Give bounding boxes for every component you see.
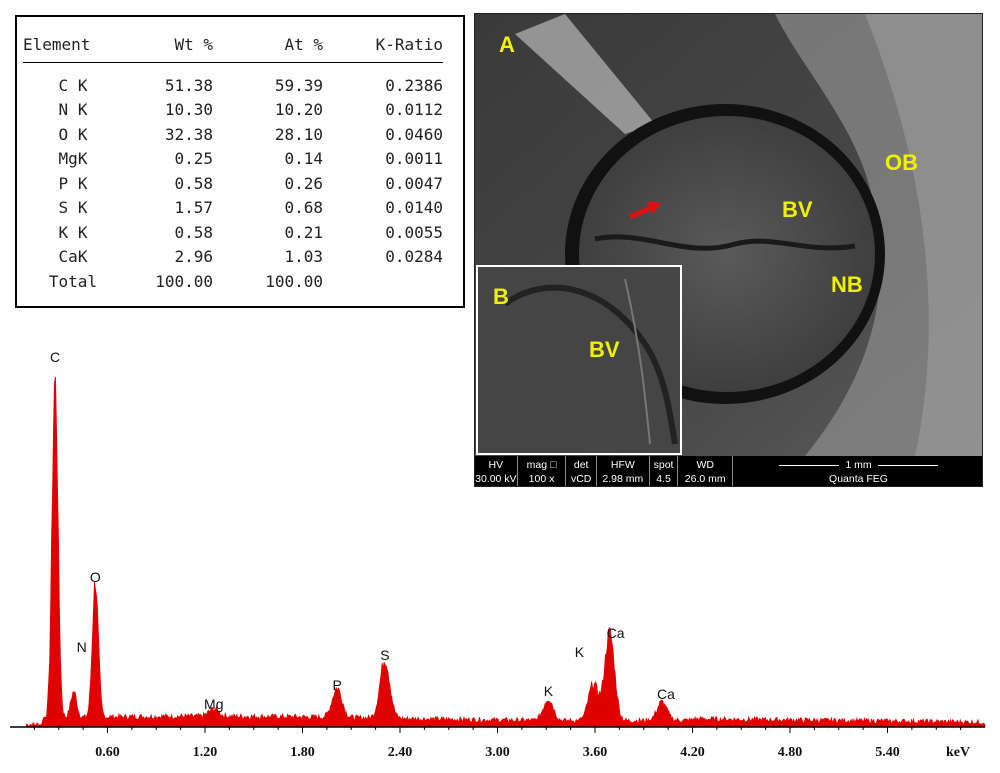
sem-image (475, 14, 982, 456)
cell-at: 10.20 (274, 100, 323, 120)
bv-main-label: BV (782, 197, 813, 222)
info-mag: mag □ 100 x (518, 456, 567, 486)
peak-label: Ca (607, 625, 625, 641)
cell-element: P K (58, 173, 88, 193)
panel-b-label: B (493, 284, 509, 309)
x-axis-ticks: 0.60 1.20 1.80 2.40 3.00 3.60 4.20 4.80 5.40 (33, 727, 962, 760)
cell-at: 59.39 (274, 75, 323, 95)
table-row: C K 51.38 59.39 0.2386 (23, 63, 443, 98)
cell-k-ratio: 0.0140 (385, 198, 443, 218)
table-row: Total 100.00 100.00 (23, 269, 443, 294)
x-tick-label: 2.40 (388, 745, 413, 760)
x-tick-label: 4.20 (680, 745, 705, 760)
cell-element: O K (58, 124, 88, 144)
ob-label: OB (885, 150, 918, 175)
cell-element: MgK (58, 149, 88, 169)
peak-label: N (77, 639, 87, 655)
cell-k-ratio: 0.0055 (385, 222, 443, 242)
cell-wt: 0.58 (174, 173, 213, 193)
peak-label: K (575, 644, 585, 660)
cell-at: 100.00 (265, 271, 323, 291)
table-row: N K 10.30 10.20 0.0112 (23, 98, 443, 123)
info-det: det vCD (566, 456, 598, 486)
cell-at: 0.68 (284, 198, 323, 218)
x-tick-label: 1.20 (193, 745, 218, 760)
scale-label: 1 mm (845, 459, 872, 471)
composition-grid: Element Wt % At % K-Ratio C K 51.38 59.39 0… (23, 35, 443, 294)
cell-element: CaK (58, 247, 88, 267)
peak-label: O (90, 569, 101, 585)
cell-wt: 100.00 (155, 271, 213, 291)
cell-k-ratio: 0.0112 (385, 100, 443, 120)
info-hfw: HFW 2.98 mm (597, 456, 650, 486)
x-tick-label: 3.60 (583, 745, 608, 760)
peak-label: C (50, 349, 60, 365)
cell-at: 28.10 (274, 124, 323, 144)
cell-element: C K (58, 75, 88, 95)
info-wd: WD 26.0 mm (678, 456, 734, 486)
table-row: K K 0.58 0.21 0.0055 (23, 220, 443, 245)
cell-k-ratio: 0.0047 (385, 173, 443, 193)
x-tick-label: 3.00 (485, 745, 510, 760)
header-k-ratio: K-Ratio (323, 35, 443, 63)
scale-bar-left (779, 464, 840, 466)
cell-k-ratio: 0.0284 (385, 247, 443, 267)
info-scale: 1 mm Quanta FEG (733, 456, 982, 486)
cell-k-ratio: 0.0011 (385, 149, 443, 169)
peak-label: Mg (204, 696, 223, 712)
spectrum-series (25, 376, 986, 728)
bv-inset-label: BV (589, 337, 620, 362)
x-tick-label: 1.80 (290, 745, 315, 760)
cell-at: 0.26 (284, 173, 323, 193)
cell-wt: 0.58 (174, 222, 213, 242)
header-wt: Wt % (123, 35, 213, 63)
cell-wt: 2.96 (174, 247, 213, 267)
header-element: Element (23, 35, 123, 63)
peak-labels: C N O Mg P S K K Ca Ca (50, 349, 675, 712)
cell-element: Total (48, 271, 98, 291)
table-header-row: Element Wt % At % K-Ratio (23, 35, 443, 63)
x-axis-unit: keV (946, 745, 970, 760)
cell-element: N K (58, 100, 88, 120)
nb-label: NB (831, 272, 863, 297)
x-tick-label: 0.60 (95, 745, 120, 760)
sem-micrograph: A OB BV NB B BV HV 30.00 kV mag □ 100 x de… (474, 13, 983, 487)
panel-a-label: A (499, 32, 515, 57)
cell-wt: 32.38 (164, 124, 213, 144)
info-hv: HV 30.00 kV (475, 456, 518, 486)
cell-k-ratio: 0.0460 (385, 124, 443, 144)
cell-at: 0.14 (284, 149, 323, 169)
x-tick-label: 4.80 (778, 745, 803, 760)
table-row: CaK 2.96 1.03 0.0284 (23, 245, 443, 270)
table-row: O K 32.38 28.10 0.0460 (23, 122, 443, 147)
table-row: S K 1.57 0.68 0.0140 (23, 196, 443, 221)
composition-table: Element Wt % At % K-Ratio C K 51.38 59.39 0… (15, 15, 465, 308)
cell-k-ratio (323, 269, 443, 294)
instrument-label: Quanta FEG (829, 473, 888, 485)
cell-element: K K (58, 222, 88, 242)
cell-wt: 10.30 (164, 100, 213, 120)
sem-info-bar: HV 30.00 kV mag □ 100 x det vCD HFW 2.98 mm … (475, 456, 982, 486)
cell-wt: 0.25 (174, 149, 213, 169)
cell-at: 0.21 (284, 222, 323, 242)
cell-element: S K (58, 198, 88, 218)
peak-label: Ca (657, 686, 675, 702)
peak-label: P (332, 677, 341, 693)
table-row: MgK 0.25 0.14 0.0011 (23, 147, 443, 172)
spectrum-trace (25, 376, 986, 728)
eds-spectrum-chart: 0.60 1.20 1.80 2.40 3.00 3.60 4.20 4.80 5.40 C N O… (10, 349, 986, 760)
scale-bar-right (877, 464, 938, 466)
peak-label: S (380, 647, 389, 663)
cell-k-ratio: 0.2386 (385, 75, 443, 95)
x-tick-label: 5.40 (875, 745, 900, 760)
table-row: P K 0.58 0.26 0.0047 (23, 171, 443, 196)
cell-at: 1.03 (284, 247, 323, 267)
peak-label: K (544, 683, 554, 699)
cell-wt: 1.57 (174, 198, 213, 218)
header-at: At % (213, 35, 323, 63)
info-spot: spot 4.5 (650, 456, 679, 486)
cell-wt: 51.38 (164, 75, 213, 95)
